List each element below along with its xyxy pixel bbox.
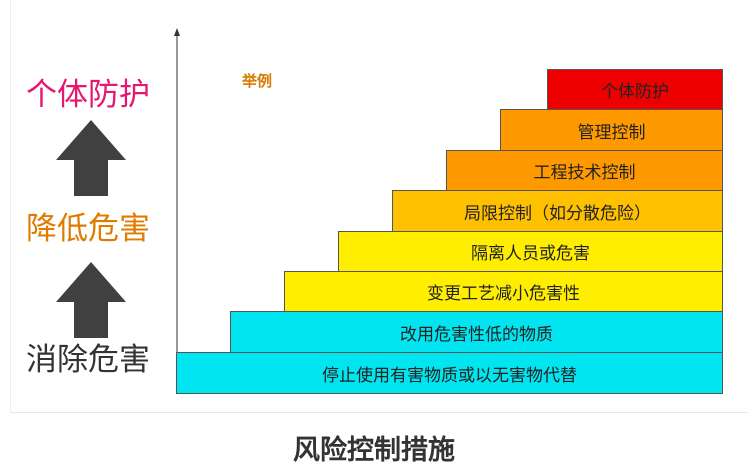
step-4-label: 隔离人员或危害 bbox=[471, 244, 590, 264]
up-arrow-icon-upper bbox=[56, 120, 126, 196]
step-8-label: 个体防护 bbox=[601, 82, 669, 102]
step-6: 工程技术控制 bbox=[446, 150, 723, 191]
step-6-label: 工程技术控制 bbox=[533, 163, 636, 183]
side-label-bottom: 消除危害 bbox=[26, 342, 150, 378]
figure-caption: 风险控制措施 bbox=[293, 435, 455, 466]
side-label-middle: 降低危害 bbox=[26, 211, 150, 247]
side-label-top: 个体防护 bbox=[26, 77, 150, 113]
step-5-label: 局限控制（如分散危险） bbox=[464, 203, 651, 224]
vertical-axis bbox=[174, 28, 180, 394]
step-7: 管理控制 bbox=[500, 109, 723, 151]
step-1: 停止使用有害物质或以无害物代替 bbox=[176, 352, 723, 394]
up-arrow-icon-lower bbox=[56, 262, 126, 338]
step-7-label: 管理控制 bbox=[577, 122, 646, 143]
step-4: 隔离人员或危害 bbox=[338, 231, 723, 272]
step-2-label: 改用危害性低的物质 bbox=[400, 324, 553, 345]
step-3: 变更工艺减小危害性 bbox=[284, 271, 723, 312]
step-3-label: 变更工艺减小危害性 bbox=[427, 284, 580, 304]
step-2: 改用危害性低的物质 bbox=[230, 311, 723, 353]
legend-label: 举例 bbox=[242, 72, 273, 90]
step-1-label: 停止使用有害物质或以无害物代替 bbox=[322, 365, 577, 386]
step-5: 局限控制（如分散危险） bbox=[392, 190, 723, 232]
step-8: 个体防护 bbox=[547, 69, 723, 110]
